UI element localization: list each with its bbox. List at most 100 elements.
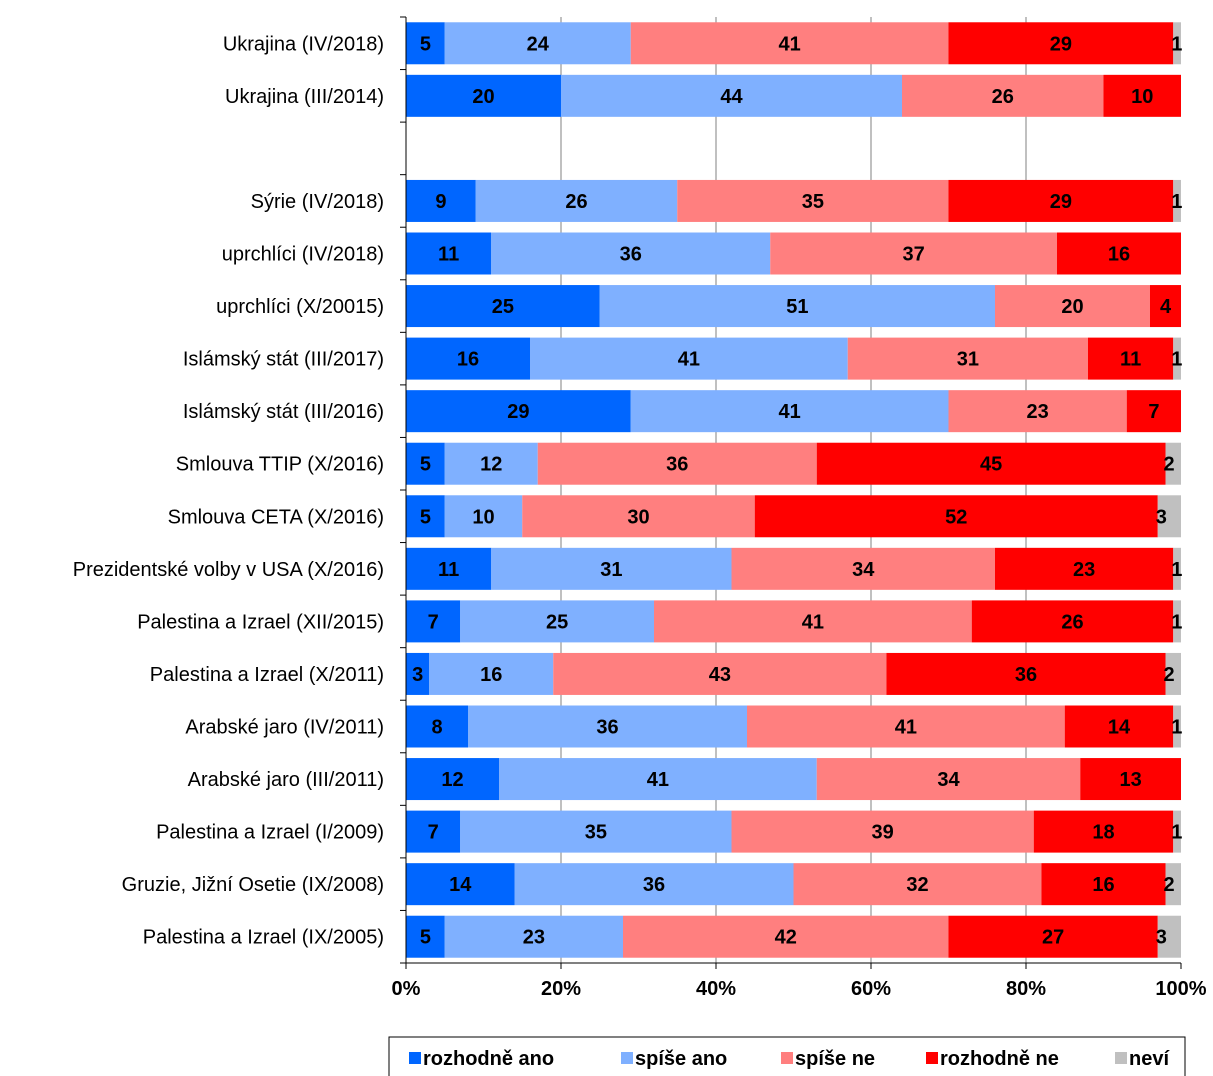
data-label: 51	[786, 296, 808, 318]
bar-segment	[1033, 810, 1174, 853]
bar-segment	[1173, 705, 1181, 748]
bar-segment	[406, 74, 561, 117]
data-label: 16	[480, 664, 502, 686]
legend-swatch	[409, 1052, 421, 1064]
data-label: 36	[666, 454, 688, 476]
bar-segment	[460, 600, 654, 643]
data-label: 23	[523, 927, 545, 949]
bar-segment	[444, 442, 538, 485]
category-label: uprchlíci (X/20015)	[216, 296, 384, 318]
category-label: uprchlíci (IV/2018)	[222, 244, 384, 266]
bar-segment	[1064, 705, 1174, 748]
bar-segment	[1165, 652, 1181, 695]
data-label: 27	[1042, 927, 1064, 949]
bar-segment	[530, 337, 848, 380]
category-label: Palestina a Izrael (I/2009)	[156, 822, 384, 844]
data-label: 25	[492, 296, 514, 318]
bar-segment	[995, 547, 1174, 590]
bar-segment	[561, 74, 902, 117]
legend-swatch	[1115, 1052, 1127, 1064]
data-label: 9	[435, 191, 446, 213]
data-label: 14	[1108, 717, 1131, 739]
data-label: 3	[1156, 927, 1167, 949]
data-label: 11	[1120, 349, 1141, 371]
data-label: 32	[906, 874, 928, 896]
data-label: 23	[1027, 401, 1049, 423]
data-label: 2	[1164, 454, 1175, 476]
data-label: 16	[457, 349, 479, 371]
legend-swatch	[926, 1052, 938, 1064]
data-label: 34	[937, 769, 960, 791]
data-label: 31	[957, 349, 979, 371]
bar-segment	[793, 863, 1042, 906]
x-tick-label: 60%	[851, 978, 891, 1000]
category-label: Arabské jaro (IV/2011)	[185, 717, 384, 739]
x-tick-label: 40%	[696, 978, 736, 1000]
category-labels: Ukrajina (IV/2018) Ukrajina (III/2014) Sýr…	[73, 33, 384, 948]
bar-segment	[1173, 179, 1181, 222]
bar-segment	[406, 810, 461, 853]
bar-segment	[1173, 22, 1181, 65]
bar-segment	[1157, 495, 1181, 538]
bar-segment	[444, 495, 523, 538]
bar-segment	[847, 337, 1088, 380]
data-label: 12	[480, 454, 502, 476]
data-label: 39	[872, 822, 894, 844]
bar-segment	[654, 600, 972, 643]
data-label: 35	[802, 191, 824, 213]
bar-segment	[444, 22, 631, 65]
bar-segment	[754, 495, 1158, 538]
data-label: 5	[420, 506, 431, 528]
legend-swatch	[621, 1052, 633, 1064]
bar-segment	[406, 495, 445, 538]
category-label: Prezidentské volby v USA (X/2016)	[73, 559, 384, 581]
data-label: 36	[643, 874, 665, 896]
bar-segment	[599, 285, 995, 328]
category-label: Sýrie (IV/2018)	[251, 191, 384, 213]
data-label: 5	[420, 454, 431, 476]
data-label: 10	[1131, 86, 1153, 108]
category-label: Smlouva CETA (X/2016)	[168, 506, 384, 528]
bar-segment	[731, 547, 995, 590]
bar-segment	[948, 22, 1174, 65]
bar-segment	[1080, 758, 1181, 801]
data-label: 31	[600, 559, 622, 581]
bar-segment	[429, 652, 554, 695]
data-label: 26	[992, 86, 1014, 108]
bar-segment	[1126, 390, 1181, 433]
bar-segment	[1041, 863, 1166, 906]
data-label: 35	[585, 822, 607, 844]
x-tick-label: 20%	[541, 978, 581, 1000]
bar-segment	[948, 179, 1174, 222]
data-label: 8	[431, 717, 442, 739]
bar-segment	[499, 758, 817, 801]
bar-segment	[406, 285, 600, 328]
data-label: 20	[472, 86, 494, 108]
bar-segment	[1165, 442, 1181, 485]
bar-segment	[406, 179, 476, 222]
data-label: 41	[802, 611, 824, 633]
bar-segment	[1088, 337, 1174, 380]
bar-segment	[1157, 915, 1181, 958]
category-label: Islámský stát (III/2017)	[183, 349, 384, 371]
category-label: Smlouva TTIP (X/2016)	[176, 454, 384, 476]
data-label: 1	[1171, 822, 1182, 844]
data-label: 41	[647, 769, 669, 791]
bar-segment	[1165, 863, 1181, 906]
category-label: Arabské jaro (III/2011)	[188, 769, 384, 791]
data-label: 26	[565, 191, 587, 213]
category-label: Ukrajina (IV/2018)	[223, 33, 384, 55]
data-label: 7	[428, 822, 439, 844]
bar-segment	[406, 442, 445, 485]
legend-label: rozhodně ne	[940, 1048, 1059, 1070]
bar-segment	[1103, 74, 1181, 117]
bar-segment	[948, 915, 1158, 958]
data-label: 45	[980, 454, 1002, 476]
bar-segment	[537, 442, 817, 485]
data-label: 26	[1061, 611, 1083, 633]
bar-segment	[1057, 232, 1181, 275]
legend-label: rozhodně ano	[423, 1048, 554, 1070]
bar-segment	[770, 232, 1057, 275]
